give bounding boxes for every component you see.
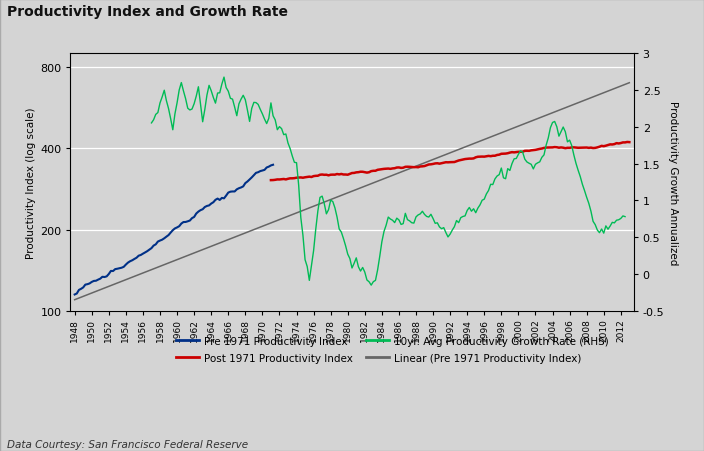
Y-axis label: Productivity Growth Annualized: Productivity Growth Annualized bbox=[668, 101, 679, 265]
Y-axis label: Productivity Index (log scale): Productivity Index (log scale) bbox=[26, 107, 36, 258]
Legend: Pre 1971 Productivity Index, Post 1971 Productivity Index, 10yr. Avg Productivit: Pre 1971 Productivity Index, Post 1971 P… bbox=[172, 332, 613, 367]
Text: Productivity Index and Growth Rate: Productivity Index and Growth Rate bbox=[7, 5, 288, 18]
Text: Data Courtesy: San Francisco Federal Reserve: Data Courtesy: San Francisco Federal Res… bbox=[7, 439, 249, 449]
